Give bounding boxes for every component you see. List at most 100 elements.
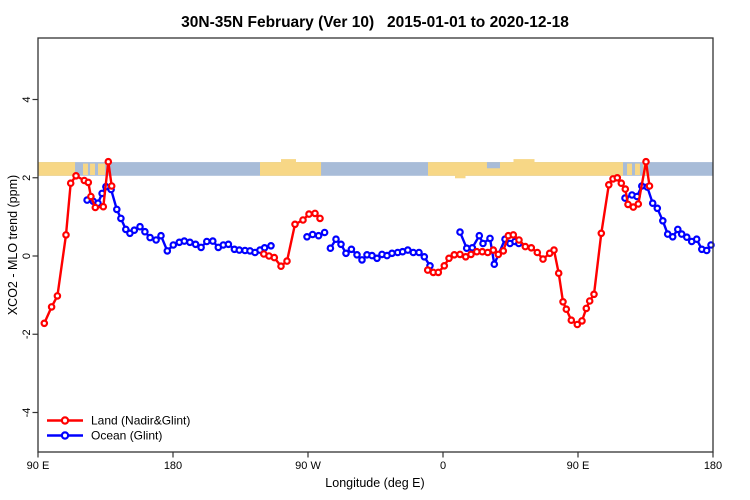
ocean-data-point bbox=[653, 204, 662, 213]
data-series-layer bbox=[40, 157, 715, 329]
land-data-point bbox=[299, 216, 307, 224]
land-data-point bbox=[573, 320, 582, 329]
ocean-data-point bbox=[326, 244, 335, 253]
y-axis-label: XCO2 - MLO trend (ppm) bbox=[6, 175, 20, 315]
land-data-point bbox=[567, 316, 576, 325]
legend-ocean-label: Ocean (Glint) bbox=[91, 429, 162, 443]
y-tick-label: 0 bbox=[21, 253, 33, 259]
x-tick-label: 180 bbox=[704, 460, 722, 472]
land-data-point bbox=[559, 297, 567, 306]
ocean-data-point bbox=[353, 251, 361, 259]
ocean-data-point bbox=[152, 236, 160, 244]
land-data-point bbox=[597, 229, 606, 238]
y-tick-label: -4 bbox=[21, 408, 33, 418]
land-series-line bbox=[43, 160, 113, 324]
land-data-point bbox=[521, 242, 530, 251]
plot-box bbox=[37, 37, 714, 453]
ocean-data-point bbox=[141, 227, 149, 236]
ocean-data-point bbox=[308, 230, 317, 239]
ocean-data-point bbox=[146, 233, 154, 242]
ocean-data-point bbox=[117, 214, 125, 223]
ocean-data-point bbox=[347, 245, 356, 254]
ocean-data-point bbox=[157, 231, 165, 240]
land-data-point bbox=[539, 255, 547, 263]
land-data-point bbox=[72, 172, 80, 180]
land-data-point bbox=[613, 174, 622, 182]
ocean-data-point bbox=[677, 230, 686, 238]
land-data-point bbox=[467, 250, 475, 259]
ocean-data-point bbox=[197, 243, 205, 252]
ocean-data-point bbox=[224, 240, 233, 249]
land-data-point bbox=[40, 319, 49, 328]
ocean-data-point bbox=[668, 233, 677, 241]
land-data-point bbox=[62, 231, 70, 239]
ocean-data-point bbox=[648, 199, 657, 208]
band-land-frill bbox=[455, 174, 466, 179]
land-data-point bbox=[87, 192, 95, 201]
land-data-point bbox=[617, 179, 626, 188]
land-data-point bbox=[47, 303, 56, 311]
x-tick-label: 90 E bbox=[27, 460, 50, 472]
land-data-point bbox=[316, 214, 324, 223]
ocean-data-point bbox=[136, 222, 144, 231]
legend: Land (Nadir&Glint) Ocean (Glint) bbox=[47, 414, 190, 443]
land-data-point bbox=[445, 254, 453, 263]
ocean-data-point bbox=[490, 260, 499, 269]
y-tick-label: 4 bbox=[21, 96, 33, 102]
land-data-point bbox=[277, 262, 285, 271]
land-data-point bbox=[84, 178, 93, 187]
land-data-point bbox=[440, 261, 449, 270]
land-data-point bbox=[434, 268, 443, 277]
ocean-data-point bbox=[209, 237, 217, 245]
ocean-data-point bbox=[479, 239, 487, 248]
ocean-data-point bbox=[332, 235, 340, 244]
ocean-data-point bbox=[373, 254, 381, 263]
ocean-data-point bbox=[314, 231, 323, 240]
land-data-point bbox=[562, 305, 571, 314]
land-data-point bbox=[499, 247, 508, 255]
ocean-data-point bbox=[267, 242, 275, 250]
land-data-point bbox=[533, 248, 542, 257]
land-data-point bbox=[527, 244, 536, 252]
x-tick-label: 0 bbox=[440, 460, 446, 472]
land-data-point bbox=[450, 251, 459, 259]
x-tick-label: 180 bbox=[164, 460, 182, 472]
ocean-data-point bbox=[415, 248, 423, 257]
ocean-data-point bbox=[113, 205, 121, 214]
legend-land-marker-icon bbox=[60, 416, 70, 425]
ocean-data-point bbox=[337, 240, 345, 249]
legend-land-label: Land (Nadir&Glint) bbox=[91, 414, 190, 428]
axes-layer: 90 E 180 90 W 0 90 E 180 -4 -2 0 2 4 bbox=[21, 96, 722, 472]
ocean-data-point bbox=[358, 256, 366, 264]
land-data-point bbox=[582, 304, 591, 313]
land-data-point bbox=[621, 185, 630, 193]
land-data-point bbox=[91, 203, 100, 212]
land-data-point bbox=[107, 182, 116, 190]
band-land-frill bbox=[513, 159, 535, 163]
land-data-point bbox=[554, 269, 563, 278]
land-data-point bbox=[53, 292, 62, 300]
ocean-data-point bbox=[475, 231, 484, 240]
land-data-point bbox=[494, 250, 503, 259]
ocean-data-point bbox=[260, 244, 269, 252]
land-data-point bbox=[550, 246, 558, 254]
land-data-point bbox=[291, 220, 299, 229]
land-data-point bbox=[590, 290, 598, 299]
band-land-segment bbox=[90, 163, 95, 176]
ocean-data-point bbox=[235, 246, 244, 254]
ocean-data-point bbox=[702, 246, 711, 255]
ocean-data-point bbox=[203, 237, 211, 246]
ocean-data-point bbox=[130, 226, 139, 235]
band-land-segment bbox=[428, 162, 623, 176]
land-data-point bbox=[66, 179, 75, 188]
ocean-data-point bbox=[692, 235, 701, 244]
land-data-point bbox=[270, 253, 279, 262]
x-axis-label: Longitude (deg E) bbox=[325, 476, 424, 490]
land-data-point bbox=[578, 317, 586, 325]
ocean-data-point bbox=[163, 247, 172, 255]
ocean-data-point bbox=[456, 228, 464, 236]
band-land-segment bbox=[98, 163, 106, 176]
land-data-point bbox=[99, 202, 108, 211]
